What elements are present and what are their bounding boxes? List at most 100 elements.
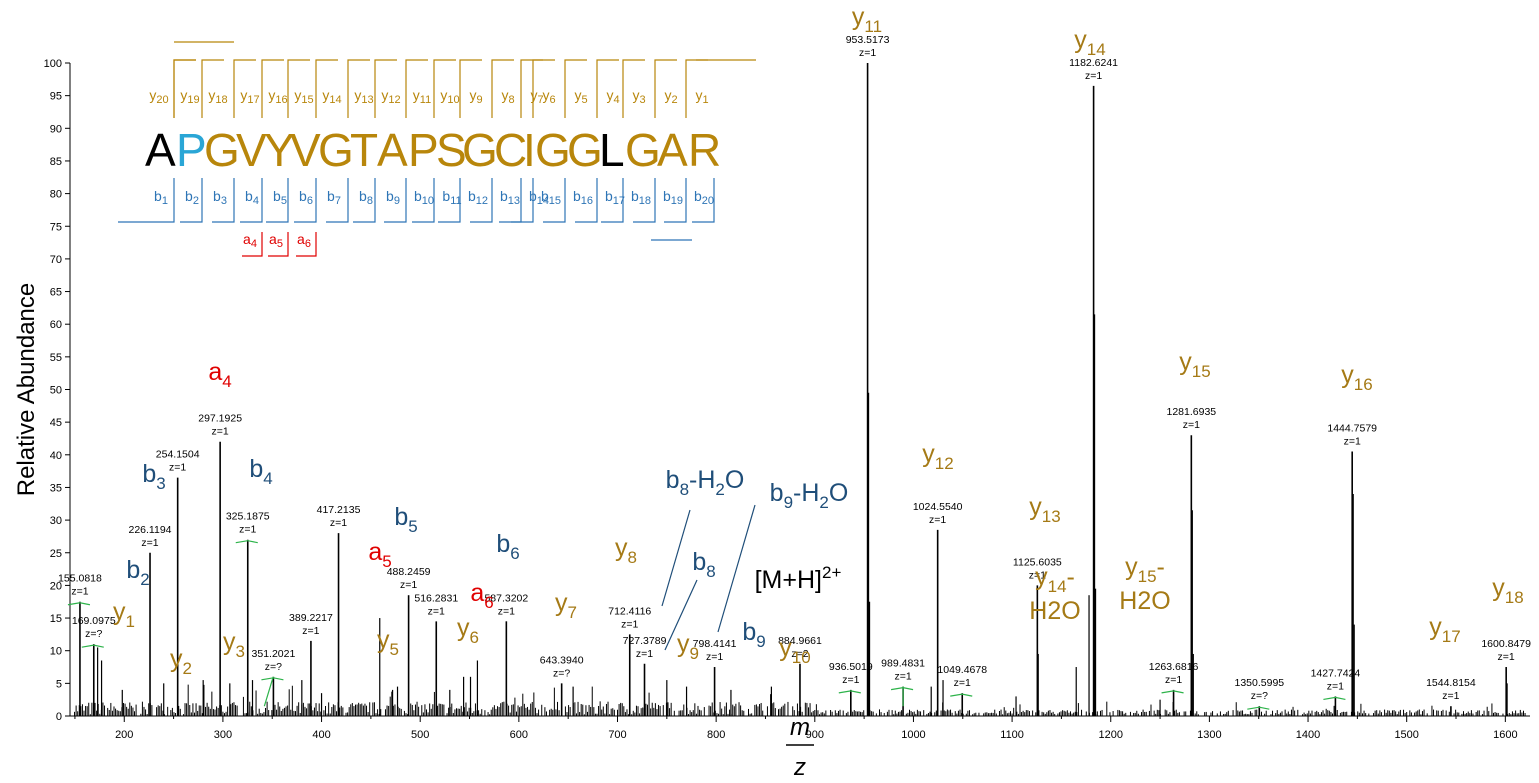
y-tick-label: 50 — [50, 385, 62, 397]
x-tick-label: 400 — [312, 729, 330, 741]
sequence-residue: A — [145, 124, 176, 176]
y-ion-label: y8 — [501, 87, 514, 106]
x-tick-label: 700 — [608, 729, 626, 741]
b-ion-bracket — [212, 178, 235, 223]
y-ion-bracket — [261, 59, 284, 118]
ion-label-b8: b8 — [692, 548, 715, 581]
ion-label-y17: y17 — [1429, 613, 1460, 646]
x-tick-label: 300 — [214, 729, 232, 741]
peak-charge-label: z=1 — [1442, 690, 1459, 702]
y-ion-label: y4 — [606, 87, 619, 106]
peak-connector — [1247, 706, 1270, 710]
ion-label-y16: y16 — [1341, 361, 1372, 394]
b-ion-label: b8 — [359, 188, 373, 207]
y-ion-label: y7 — [530, 87, 543, 106]
peak-charge-label: z=? — [85, 628, 102, 640]
ion-label-text: y1 — [113, 598, 135, 631]
peak-connector — [890, 687, 914, 691]
b-ion-bracket — [294, 178, 317, 223]
ion-label-b5: b5 — [394, 503, 417, 536]
y-ion-bracket — [287, 59, 310, 118]
ion-label-y7: y7 — [555, 589, 577, 622]
peak-charge-label: z=1 — [859, 47, 876, 59]
b-ion-label: b12 — [468, 188, 488, 207]
ion-label-y5: y5 — [377, 626, 399, 659]
ion-label-text: y12 — [922, 440, 953, 473]
ion-label-y10: y10 — [779, 634, 810, 667]
peak-mz-label: 417.2135 — [317, 504, 361, 516]
peak-mz-label: 325.1875 — [226, 511, 270, 523]
ion-label-text: b9 — [742, 618, 765, 651]
ion-label-b2: b2 — [126, 556, 149, 589]
peak-mz-label: 516.2831 — [414, 592, 458, 604]
ion-label-text: b2 — [126, 556, 149, 589]
peak-charge-label: z=1 — [302, 625, 319, 637]
b-ion-bracket — [266, 178, 289, 223]
peak-mz-label: 1544.8154 — [1426, 677, 1476, 689]
ion-label-text: b8-H2O — [666, 466, 745, 499]
sequence-residue: I — [523, 124, 536, 176]
b-ion-bracket — [240, 178, 263, 223]
ion-label-mh: [M+H]2+ — [755, 563, 842, 594]
sequence-residue: Y — [264, 124, 295, 176]
y-ion-label: y2 — [664, 87, 677, 106]
b-ion-bracket — [180, 178, 203, 223]
ion-label-text: y2 — [170, 645, 192, 678]
y-tick-label: 95 — [50, 91, 62, 103]
peak-charge-label: z=1 — [636, 648, 653, 660]
a-ion-label: a5 — [269, 231, 283, 250]
peak-mz-label: 1125.6035 — [1013, 556, 1062, 568]
b-ion-label: b1 — [154, 188, 168, 207]
b9-h2o-pointer — [717, 504, 756, 633]
sequence-residue: L — [599, 124, 625, 176]
b-ion-bracket — [692, 178, 715, 223]
sequence-residue: A — [377, 124, 408, 176]
peak-connector — [263, 676, 274, 707]
y-ion-label: y10 — [440, 87, 459, 106]
peak-connector — [950, 693, 973, 697]
ion-label-y15: y15 — [1179, 348, 1210, 381]
peak-mz-label: 351.2021 — [252, 648, 296, 660]
b-ion-label: b20 — [694, 188, 714, 207]
peak-charge-label: z=? — [553, 667, 570, 679]
ion-label-y3: y3 — [223, 628, 245, 661]
sequence-residue: P — [176, 124, 207, 176]
ion-label-a5: a5 — [368, 538, 391, 571]
peak-connector — [81, 644, 104, 648]
peak-mz-label: 953.5173 — [846, 34, 890, 46]
b-ion-label: b16 — [573, 188, 593, 207]
ion-label-text: a5 — [368, 538, 391, 571]
b-ion-label: b4 — [245, 188, 259, 207]
b-ion-label: b10 — [414, 188, 434, 207]
x-tick-label: 800 — [707, 729, 725, 741]
ion-label-text: y7 — [555, 589, 577, 622]
b8-h2o-pointer — [661, 509, 691, 607]
ion-label-b8h2o: b8-H2O — [666, 466, 745, 499]
y-ion-label: y9 — [469, 87, 482, 106]
ion-label-text: b5 — [394, 503, 417, 536]
b-ion-label: b13 — [500, 188, 520, 207]
y-ion-label: y13 — [354, 87, 373, 106]
ion-label-y11: y11 — [852, 3, 882, 36]
x-tick-label: 900 — [806, 729, 824, 741]
peak-charge-label: z=1 — [1029, 569, 1046, 581]
y-tick-label: 0 — [56, 711, 62, 723]
peak-mz-label: 798.4141 — [693, 638, 737, 650]
peak-charge-label: z=1 — [400, 579, 417, 591]
b-ion-label: b5 — [273, 188, 287, 207]
b-ion-label: b9 — [386, 188, 400, 207]
b-ion-label: b19 — [663, 188, 683, 207]
b-ion-label: b6 — [299, 188, 313, 207]
peak-mz-label: 1600.8479 — [1481, 638, 1531, 650]
b-ion-label: b7 — [327, 188, 341, 207]
ion-label-text: y3 — [223, 628, 245, 661]
y-tick-label: 15 — [50, 613, 62, 625]
sequence-residue: C — [494, 124, 527, 176]
y-tick-label: 25 — [50, 548, 62, 560]
peak-charge-label: z=1 — [239, 524, 256, 536]
ion-label-text: a4 — [208, 358, 231, 391]
ion-label-y13: y13 — [1029, 493, 1060, 526]
b-ion-bracket — [664, 178, 687, 223]
peak-mz-label: 884.9661 — [778, 635, 822, 647]
ion-label-text: b6 — [496, 530, 519, 563]
